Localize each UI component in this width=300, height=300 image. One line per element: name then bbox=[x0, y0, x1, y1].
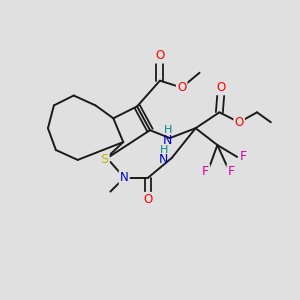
Text: F: F bbox=[228, 165, 235, 178]
Text: H: H bbox=[160, 145, 168, 155]
Text: N: N bbox=[120, 171, 129, 184]
Text: O: O bbox=[235, 116, 244, 129]
Text: O: O bbox=[217, 81, 226, 94]
Text: N: N bbox=[159, 153, 169, 167]
Text: O: O bbox=[155, 50, 164, 62]
Text: N: N bbox=[163, 134, 172, 147]
Text: F: F bbox=[240, 150, 247, 164]
Text: H: H bbox=[164, 125, 172, 135]
Text: O: O bbox=[177, 81, 186, 94]
Text: S: S bbox=[100, 153, 108, 167]
Text: F: F bbox=[202, 165, 209, 178]
Text: O: O bbox=[143, 193, 153, 206]
